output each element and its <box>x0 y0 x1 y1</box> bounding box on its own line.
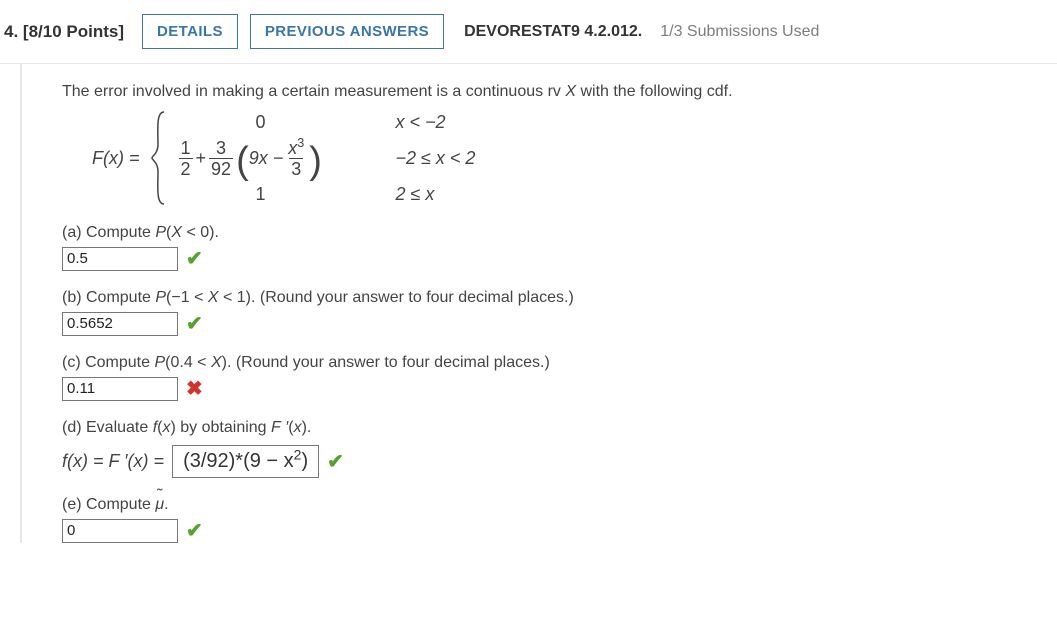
part-a: (a) Compute P(X < 0). ✔ <box>62 224 1057 271</box>
check-icon: ✔ <box>186 246 203 271</box>
formula-lhs: F(x) = <box>92 148 140 169</box>
piece-expr-1: 0 <box>176 112 396 133</box>
piecewise-brace-icon <box>150 110 168 206</box>
piece-expr-3: 1 <box>176 184 396 205</box>
part-d: (d) Evaluate f(x) by obtaining F ′(x). f… <box>62 419 1057 478</box>
details-button[interactable]: DETAILS <box>142 14 238 49</box>
question-number: 4. [8/10 Points] <box>4 22 130 42</box>
question-header: 4. [8/10 Points] DETAILS PREVIOUS ANSWER… <box>0 0 1057 63</box>
check-icon: ✔ <box>327 449 344 474</box>
textbook-reference: DEVORESTAT9 4.2.012. <box>464 23 642 41</box>
part-c-input[interactable] <box>62 377 178 401</box>
x-icon: ✖ <box>186 376 203 401</box>
piece-cond-2: −2 ≤ x < 2 <box>396 148 516 169</box>
question-prompt: The error involved in making a certain m… <box>62 80 1057 104</box>
part-e: (e) Compute μ. ✔ <box>62 496 1057 543</box>
previous-answers-button[interactable]: PREVIOUS ANSWERS <box>250 14 444 49</box>
cdf-formula: F(x) = 0 x < −2 12 + 392 ( 9x − x33 ) <box>92 110 1057 206</box>
part-d-answer-box[interactable]: (3/92)*(9 − x2) <box>172 445 319 478</box>
piece-expr-2: 12 + 392 ( 9x − x33 ) <box>176 139 396 178</box>
part-b-input[interactable] <box>62 312 178 336</box>
part-a-input[interactable] <box>62 247 178 271</box>
piece-cond-3: 2 ≤ x <box>396 184 516 205</box>
part-e-prompt: (e) Compute μ. <box>62 496 1057 514</box>
piece-cond-1: x < −2 <box>396 112 516 133</box>
part-d-lhs: f(x) = F ′(x) = <box>62 451 164 472</box>
question-page: 4. [8/10 Points] DETAILS PREVIOUS ANSWER… <box>0 0 1057 543</box>
part-c-prompt: (c) Compute P(0.4 < X). (Round your answ… <box>62 354 1057 372</box>
question-body: The error involved in making a certain m… <box>20 64 1057 543</box>
part-d-prompt: (d) Evaluate f(x) by obtaining F ′(x). <box>62 419 1057 437</box>
part-c: (c) Compute P(0.4 < X). (Round your answ… <box>62 354 1057 401</box>
piecewise-grid: 0 x < −2 12 + 392 ( 9x − x33 ) −2 ≤ x < … <box>176 112 516 205</box>
part-a-prompt: (a) Compute P(X < 0). <box>62 224 1057 242</box>
check-icon: ✔ <box>186 311 203 336</box>
part-b-prompt: (b) Compute P(−1 < X < 1). (Round your a… <box>62 289 1057 307</box>
submissions-used: 1/3 Submissions Used <box>660 23 819 41</box>
part-b: (b) Compute P(−1 < X < 1). (Round your a… <box>62 289 1057 336</box>
check-icon: ✔ <box>186 518 203 543</box>
prompt-text: The error involved in making a certain m… <box>62 83 733 100</box>
part-e-input[interactable] <box>62 519 178 543</box>
